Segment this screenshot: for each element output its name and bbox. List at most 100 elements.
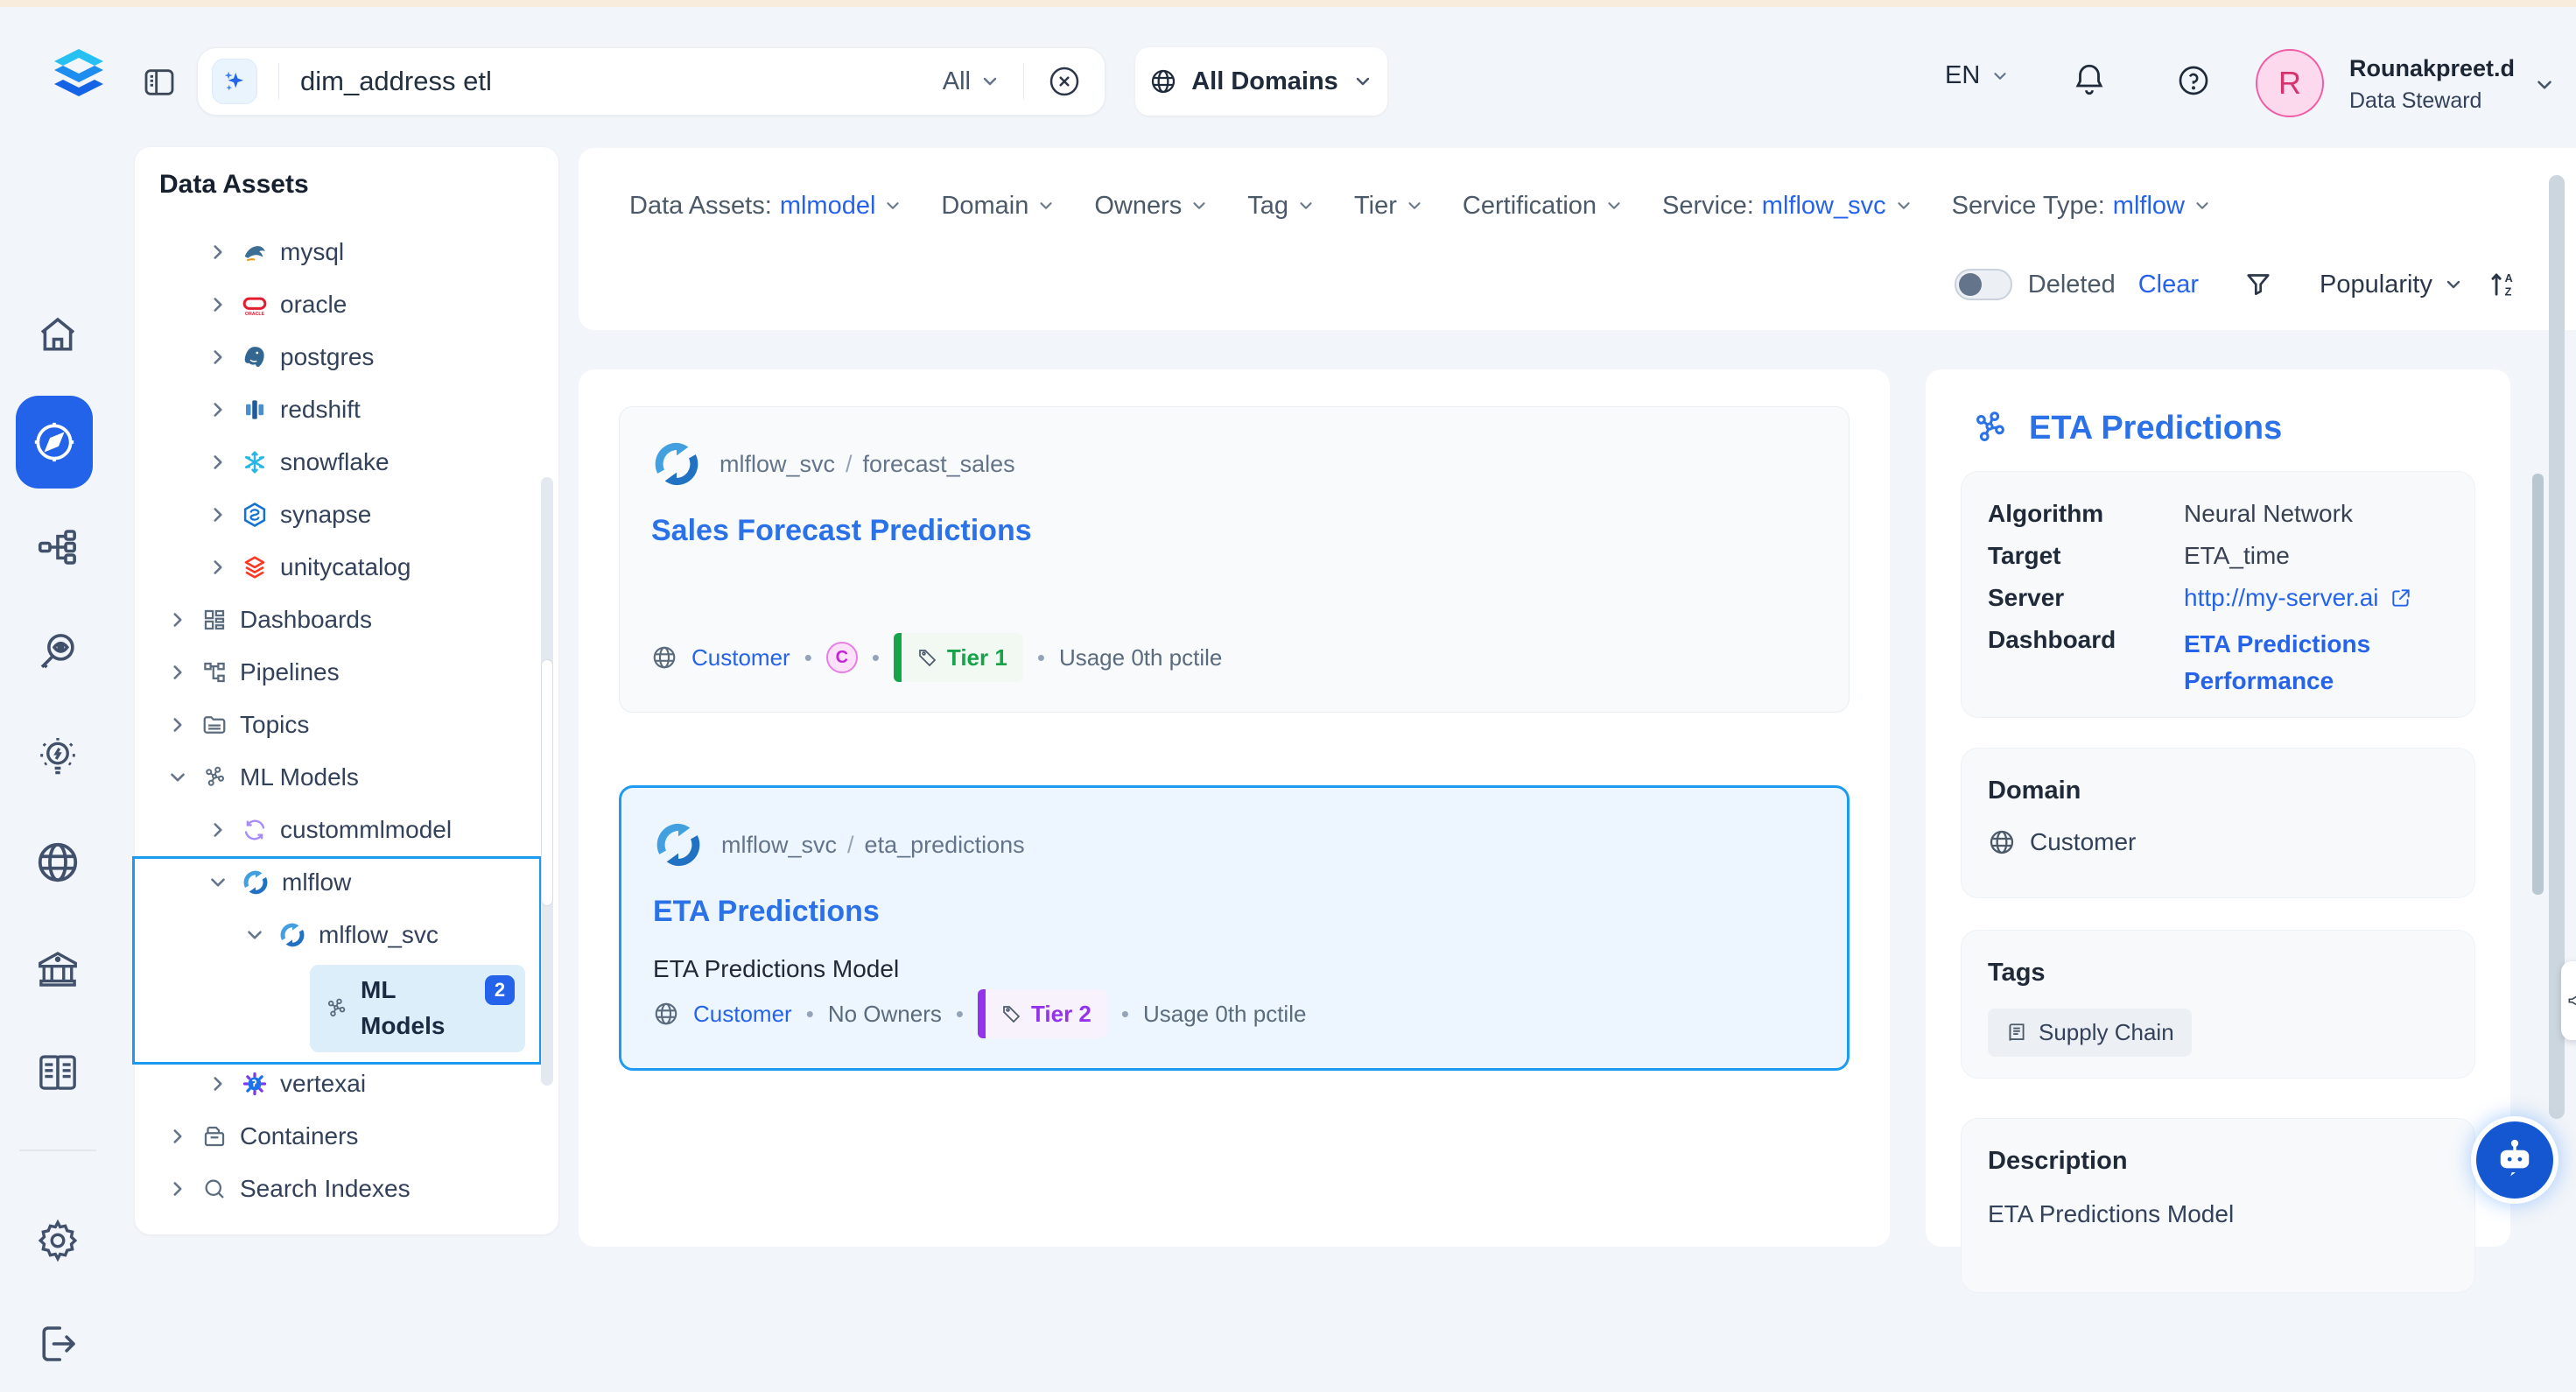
chevron-right-icon[interactable] — [166, 661, 189, 684]
tree-item-redshift[interactable]: redshift — [135, 383, 558, 436]
nav-observability[interactable] — [0, 604, 116, 700]
language-dropdown[interactable]: EN — [1945, 61, 2010, 90]
result-description: ETA Predictions Model — [653, 955, 900, 982]
tree-item-topics[interactable]: Topics — [135, 699, 558, 751]
result-card-forecast-sales[interactable]: mlflow_svc / forecast_sales Sales Foreca… — [619, 406, 1850, 713]
tree-item-mlflow[interactable]: mlflow — [135, 856, 558, 909]
panel-scrollbar-thumb[interactable] — [2532, 474, 2544, 895]
chevron-right-icon[interactable] — [207, 398, 229, 421]
clear-filters-button[interactable]: Clear — [2137, 270, 2200, 299]
nav-glossary[interactable] — [0, 1024, 116, 1121]
nav-home[interactable] — [0, 287, 116, 383]
domains-filter-dropdown[interactable]: All Domains — [1135, 47, 1387, 116]
chevron-right-icon[interactable] — [207, 346, 229, 369]
result-title-link[interactable]: ETA Predictions — [653, 895, 880, 928]
tree-item-pipelines[interactable]: Pipelines — [135, 646, 558, 699]
chevron-right-icon[interactable] — [166, 608, 189, 631]
chevron-right-icon[interactable] — [207, 451, 229, 474]
nav-explore[interactable] — [16, 396, 93, 489]
filter-certification[interactable]: Certification — [1463, 192, 1624, 221]
nav-governance[interactable] — [0, 921, 116, 1017]
filter-owners[interactable]: Owners — [1094, 192, 1209, 221]
domain-link[interactable]: Customer — [693, 1000, 792, 1027]
chevron-down-icon[interactable] — [207, 871, 229, 894]
result-title-link[interactable]: Sales Forecast Predictions — [651, 514, 1032, 547]
owner-avatar[interactable]: C — [825, 642, 858, 673]
tree-item-synapse[interactable]: synapse — [135, 489, 558, 541]
filter-service-type[interactable]: Service Type: mlflow — [1952, 192, 2212, 221]
edge-collapsed-widget[interactable] — [2561, 961, 2576, 1040]
tree-item-mlflow-svc[interactable]: mlflow_svc — [135, 909, 558, 961]
sort-direction-icon[interactable]: AZ — [2487, 268, 2520, 301]
chevron-right-icon[interactable] — [207, 241, 229, 264]
breadcrumb-asset[interactable]: forecast_sales — [862, 450, 1015, 477]
usage-percentile: Usage 0th pctile — [1058, 643, 1223, 671]
custommlmodel-icon — [244, 819, 265, 840]
user-menu-chevron-icon[interactable] — [2533, 74, 2556, 96]
chevron-down-icon[interactable] — [243, 924, 266, 946]
user-info[interactable]: Rounakpreet.d Data Steward — [2349, 54, 2515, 114]
search-input[interactable]: dim_address etl — [300, 66, 492, 96]
filter-data-assets[interactable]: Data Assets: mlmodel — [629, 192, 902, 221]
nav-settings[interactable] — [0, 1192, 116, 1289]
nav-insights[interactable] — [0, 709, 116, 805]
notifications-bell-icon[interactable] — [2071, 61, 2108, 98]
breadcrumb-service[interactable]: mlflow_svc — [721, 831, 838, 858]
tree-item-containers[interactable]: Containers — [135, 1110, 558, 1163]
tree-item-unitycatalog[interactable]: unitycatalog — [135, 541, 558, 594]
chevron-right-icon[interactable] — [166, 714, 189, 736]
domain-value[interactable]: Customer — [2030, 828, 2137, 855]
chevron-right-icon[interactable] — [207, 1072, 229, 1095]
domain-link[interactable]: Customer — [691, 643, 790, 671]
chevron-right-icon[interactable] — [207, 293, 229, 316]
tree-item-vertexai[interactable]: vertexai — [135, 1058, 558, 1110]
nav-lineage[interactable] — [0, 499, 116, 595]
result-card-eta-predictions-selected[interactable]: mlflow_svc / eta_predictions ETA Predict… — [619, 785, 1850, 1071]
tree-item-mysql[interactable]: mysql — [135, 226, 558, 278]
tree-item-oracle[interactable]: ORACLE oracle — [135, 278, 558, 331]
tree-item-ml-models-leaf-selected[interactable]: ML Models 2 — [310, 965, 525, 1052]
chevron-right-icon[interactable] — [207, 503, 229, 526]
tree-item-custommlmodel[interactable]: custommlmodel — [135, 804, 558, 856]
app-logo-icon[interactable] — [49, 46, 109, 117]
sort-field-dropdown[interactable]: Popularity — [2320, 271, 2464, 299]
ai-sparkle-icon[interactable] — [212, 59, 257, 104]
details-header[interactable]: ETA Predictions — [1969, 408, 2282, 448]
chevron-down-icon — [2193, 196, 2212, 215]
chevron-right-icon[interactable] — [207, 556, 229, 579]
breadcrumb-service[interactable]: mlflow_svc — [719, 450, 836, 477]
nav-domains[interactable] — [0, 814, 116, 910]
nav-logout[interactable] — [0, 1296, 116, 1392]
clear-search-icon[interactable] — [1047, 64, 1082, 99]
server-link[interactable]: http://my-server.ai — [2184, 584, 2448, 612]
page-scrollbar[interactable] — [2549, 175, 2565, 1119]
tree-item-postgres[interactable]: postgres — [135, 331, 558, 383]
deleted-toggle[interactable] — [1954, 269, 2012, 300]
filter-service[interactable]: Service: mlflow_svc — [1662, 192, 1913, 221]
result-meta: Customer • No Owners • Tier 2 • Usage 0t… — [653, 989, 1306, 1038]
dashboard-link[interactable]: ETA Predictions Performance — [2184, 630, 2371, 694]
chat-assistant-button[interactable] — [2476, 1121, 2553, 1199]
tag-chip[interactable]: Supply Chain — [1988, 1009, 2192, 1057]
sidebar-toggle-icon[interactable] — [142, 65, 177, 100]
tree-item-search-indexes[interactable]: Search Indexes — [135, 1163, 558, 1215]
tree-scrollbar-thumb[interactable] — [541, 659, 553, 906]
filter-tier[interactable]: Tier — [1354, 192, 1424, 221]
chevron-right-icon[interactable] — [166, 1125, 189, 1148]
filter-domain[interactable]: Domain — [941, 192, 1056, 221]
tree-item-snowflake[interactable]: snowflake — [135, 436, 558, 489]
global-search-bar[interactable]: dim_address etl All — [197, 47, 1106, 116]
filter-tag[interactable]: Tag — [1247, 192, 1316, 221]
tree-item-dashboards[interactable]: Dashboards — [135, 594, 558, 646]
details-title-link[interactable]: ETA Predictions — [2029, 409, 2283, 446]
search-scope-dropdown[interactable]: All — [943, 67, 1000, 96]
chevron-right-icon[interactable] — [207, 819, 229, 841]
chevron-down-icon[interactable] — [166, 766, 189, 789]
avatar[interactable]: R — [2256, 49, 2324, 117]
model-details-card: Algorithm Neural Network Target ETA_time S… — [1961, 471, 2475, 718]
chevron-right-icon[interactable] — [166, 1178, 189, 1200]
tree-item-ml-models[interactable]: ML Models — [135, 751, 558, 804]
funnel-filter-icon[interactable] — [2243, 269, 2274, 300]
breadcrumb-asset[interactable]: eta_predictions — [864, 831, 1025, 858]
help-icon[interactable] — [2176, 63, 2211, 98]
